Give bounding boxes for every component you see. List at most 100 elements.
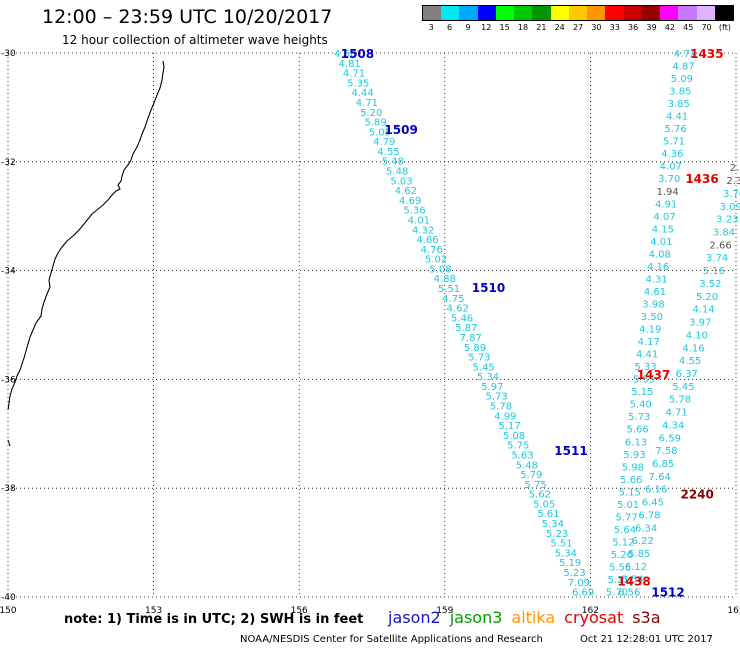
wave-height-label: 5.71 (663, 137, 685, 148)
wave-height-label: 5.63 (511, 450, 533, 461)
track-cryosat-1435: 4.724.875.093.853.854.415.765.714.364.07… (606, 49, 696, 599)
wave-height-label: 4.81 (338, 59, 360, 70)
legend-label: 3 (428, 23, 434, 32)
map-subtitle: 12 hour collection of altimeter wave hei… (62, 33, 328, 47)
wave-height-label: 5.08 (503, 431, 525, 442)
wave-height-label: 4.87 (672, 62, 694, 73)
legend-swatch (696, 6, 715, 20)
wave-height-label: 3.70 (658, 174, 680, 185)
lon-tick-label: 162 (582, 606, 599, 616)
wave-height-label: 3.52 (699, 279, 721, 290)
wave-height-label: 4.01 (650, 237, 672, 248)
wave-height-label: 2.37 (726, 176, 740, 187)
wave-height-label: 5.12 (612, 537, 634, 548)
wave-height-label: 6.78 (638, 510, 660, 521)
wave-height-label: 4.71 (343, 69, 365, 80)
wave-height-label: 4.69 (399, 196, 421, 207)
pass-number-label: 1510 (472, 281, 505, 295)
legend-swatch (623, 6, 642, 20)
pass-number-label: 1438 (617, 575, 650, 589)
wave-height-label: 5.93 (623, 450, 645, 461)
wave-height-label: 5.66 (627, 425, 649, 436)
legend-label: (ft) (718, 23, 731, 32)
wave-height-label: 5.85 (628, 549, 650, 560)
wave-height-label: 4.71 (665, 408, 687, 419)
wave-height-label: 5.55 (609, 563, 631, 574)
wave-height-label: 4.55 (679, 356, 701, 367)
wave-height-label: 4.50 (334, 49, 356, 60)
legend-label: 9 (465, 23, 471, 32)
legend-label: 36 (628, 23, 639, 32)
lat-tick-label: -30 (1, 49, 16, 59)
wave-height-label: 6.34 (635, 523, 657, 534)
legend-label: 21 (536, 23, 547, 32)
wave-height-legend: 3 6 9 12 15 18 21 24 27 30 33 36 39 42 45 70 (ft) (422, 5, 734, 32)
pass-number-label: 1436 (685, 172, 718, 186)
lat-tick-label: -36 (1, 375, 16, 385)
wave-height-label: 3.74 (706, 253, 728, 264)
wave-height-label: 5.34 (555, 548, 577, 559)
legend-swatch (660, 6, 679, 20)
wave-height-label: 5.61 (537, 509, 559, 520)
wave-height-label: 5.09 (671, 74, 693, 85)
wave-height-label: 6.69 (572, 588, 594, 599)
wave-height-label: 4.55 (377, 147, 399, 158)
axis-tick-labels: 150 153 156 159 162 165 -30 -32 -34 -36 -38 -40 (0, 49, 740, 616)
satellite-key-jason2: jason2 (388, 608, 441, 627)
wave-height-label: 5.15 (619, 487, 641, 498)
wave-height-label: 4.19 (639, 325, 661, 336)
legend-label: 45 (683, 23, 694, 32)
credit-time: Oct 21 12:28:01 UTC 2017 (580, 634, 713, 645)
wave-height-label: 3.70 (723, 189, 740, 200)
lat-tick-label: -32 (1, 158, 16, 168)
legend-swatch (532, 6, 551, 20)
wave-height-label: 5.76 (664, 124, 686, 135)
wave-height-label: 5.45 (672, 382, 694, 393)
wave-height-label: 4.07 (653, 212, 675, 223)
coastline (7, 60, 165, 411)
wave-height-label: 4.41 (636, 350, 658, 361)
lat-tick-label: -38 (1, 484, 16, 494)
lon-tick-label: 150 (0, 606, 17, 616)
wave-height-label: 5.20 (360, 108, 382, 119)
wave-height-label: 5.51 (438, 284, 460, 295)
wave-height-label: 5.73 (628, 412, 650, 423)
legend-swatch (605, 6, 624, 20)
legend-swatch (423, 6, 442, 20)
wave-height-label: 5.54 (621, 575, 643, 586)
wave-height-label: 3.97 (689, 318, 711, 329)
legend-swatch (568, 6, 588, 20)
wave-height-label: 3.98 (642, 299, 664, 310)
satellite-key-cryosat: cryosat (564, 608, 624, 627)
wave-height-label: 4.07 (660, 162, 682, 173)
wave-height-label: 5.48 (382, 157, 404, 168)
wave-height-label: 5.98 (622, 462, 644, 473)
legend-label: 24 (554, 23, 565, 32)
wave-height-label: 5.62 (529, 490, 551, 501)
legend-swatch (477, 6, 496, 20)
wave-height-label: 6.59 (659, 433, 681, 444)
legend-label: 39 (646, 23, 657, 32)
legend-color-bar (422, 5, 734, 21)
wave-height-label: 5.21 (608, 575, 630, 586)
wave-height-label: 5.89 (364, 118, 386, 129)
wave-height-label: 5.64 (614, 525, 636, 536)
wave-height-label: 3.85 (669, 87, 691, 98)
wave-height-label: 6.12 (625, 562, 647, 573)
wave-height-label: 5.77 (615, 512, 637, 523)
pass-number-label: 1509 (384, 123, 417, 137)
wave-height-label: 4.99 (494, 411, 516, 422)
wave-height-label: 4.41 (666, 112, 688, 123)
wave-height-label: 5.01 (617, 500, 639, 511)
lon-tick-label: 153 (145, 606, 162, 616)
wave-height-label: 6.16 (645, 485, 667, 496)
wave-height-label: 5.20 (696, 292, 718, 303)
wave-height-label: 4.08 (649, 249, 671, 260)
legend-swatch (495, 6, 515, 20)
credit-text: NOAA/NESDIS Center for Satellite Applica… (240, 634, 543, 645)
legend-label: 42 (664, 23, 675, 32)
legend-label: 27 (572, 23, 584, 32)
wave-height-label: 4.31 (645, 274, 667, 285)
wave-height-label: 4.36 (661, 149, 683, 160)
